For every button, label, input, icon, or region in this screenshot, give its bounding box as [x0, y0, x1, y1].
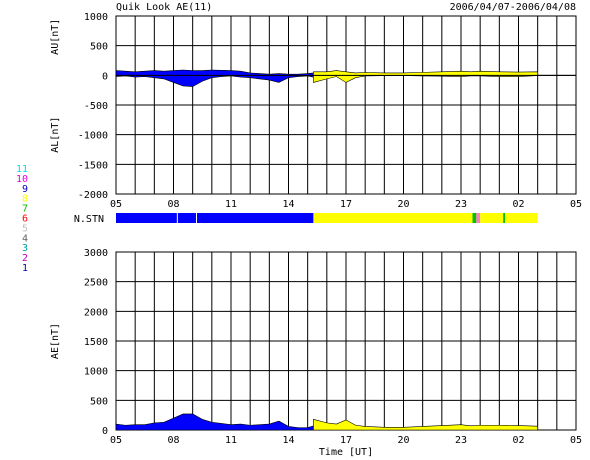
ae-area-yellow — [313, 418, 538, 431]
date-range: 2006/04/07-2006/04/08 — [450, 2, 576, 13]
au-al-xtick-label: 23 — [455, 199, 467, 210]
legend-entry-6: 6 — [22, 214, 28, 225]
station-block-yellow — [480, 213, 504, 223]
au-al-xtick-label: 20 — [397, 199, 409, 210]
ae-x-axis-label: Time [UT] — [319, 447, 373, 458]
au-al-xtick-label: 08 — [167, 199, 179, 210]
ae-ytick-label: 1500 — [84, 337, 108, 348]
legend-entry-11: 11 — [16, 164, 28, 175]
station-block-pink — [476, 213, 481, 223]
ae-ytick-label: 3000 — [84, 248, 108, 259]
ae-xtick-label: 02 — [512, 435, 524, 446]
plot-title: Quik Look AE(11) — [116, 2, 212, 13]
station-block-yellow — [505, 213, 538, 223]
ae-xtick-label: 17 — [340, 435, 352, 446]
station-block-yellow — [313, 213, 473, 223]
au-al-xtick-label: 11 — [225, 199, 237, 210]
au-al-ytick-label: 500 — [90, 42, 108, 53]
au-area-yellow — [313, 70, 538, 76]
au-al-xtick-label: 02 — [512, 199, 524, 210]
au-al-ytick-label: 1000 — [84, 12, 108, 23]
station-strip-label: N.STN — [74, 214, 104, 225]
legend-entry-5: 5 — [22, 223, 28, 234]
ae-axis-label: AE[nT] — [50, 323, 61, 359]
au-al-xtick-label: 17 — [340, 199, 352, 210]
legend-entry-4: 4 — [22, 233, 28, 244]
ae-xtick-label: 20 — [397, 435, 409, 446]
al-axis-label: AL[nT] — [50, 117, 61, 153]
au-al-frame — [115, 15, 577, 195]
au-axis-label: AU[nT] — [50, 19, 61, 55]
legend-entry-10: 10 — [16, 174, 28, 185]
legend-entry-9: 9 — [22, 184, 28, 195]
ae-ytick-label: 1000 — [84, 367, 108, 378]
legend-entry-3: 3 — [22, 243, 28, 254]
au-al-ytick-label: -1500 — [78, 160, 108, 171]
station-block-green — [472, 213, 477, 223]
ae-xtick-label: 23 — [455, 435, 467, 446]
ae-xtick-label: 05 — [110, 435, 122, 446]
au-al-xtick-label: 14 — [282, 199, 294, 210]
ae-ytick-label: 2500 — [84, 278, 108, 289]
ae-xtick-label: 14 — [282, 435, 294, 446]
au-al-ytick-label: 0 — [102, 71, 108, 82]
au-al-xtick-label: 05 — [570, 199, 582, 210]
au-al-ytick-label: -500 — [84, 101, 108, 112]
al-area-yellow — [313, 75, 538, 83]
legend-entry-7: 7 — [22, 204, 28, 215]
legend-entry-8: 8 — [22, 194, 28, 205]
legend-entry-2: 2 — [22, 253, 28, 264]
ae-area-blue — [115, 413, 314, 431]
station-block-blue — [116, 213, 314, 223]
legend-entry-1: 1 — [22, 263, 28, 274]
ae-ytick-label: 0 — [102, 426, 108, 437]
station-block-green — [503, 213, 506, 223]
ae-ytick-label: 500 — [90, 396, 108, 407]
al-area-blue — [115, 75, 314, 87]
au-area-blue — [115, 69, 314, 76]
ae-xtick-label: 11 — [225, 435, 237, 446]
ae-xtick-label: 05 — [570, 435, 582, 446]
au-al-ytick-label: -1000 — [78, 131, 108, 142]
au-al-ytick-label: -2000 — [78, 190, 108, 201]
station-strip-panel: N.STN — [74, 213, 538, 225]
au-al-xtick-label: 05 — [110, 199, 122, 210]
ae-ytick-label: 2000 — [84, 307, 108, 318]
ae-xtick-label: 08 — [167, 435, 179, 446]
